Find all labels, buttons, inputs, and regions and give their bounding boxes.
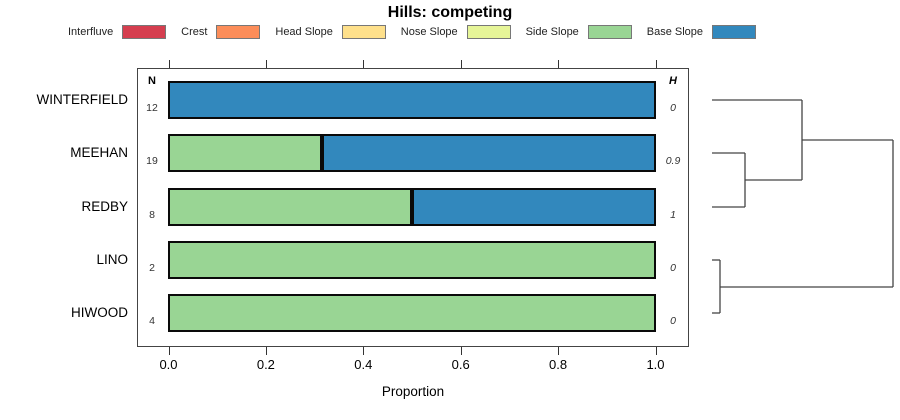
h-value: 1 [670, 208, 676, 221]
legend-swatch [466, 25, 511, 39]
legend-swatch [587, 25, 632, 39]
legend-swatch [341, 25, 386, 39]
x-axis-top-tick [265, 60, 267, 68]
x-tick-label: 0.6 [451, 357, 470, 372]
x-axis-bottom-tick [655, 347, 657, 355]
bar-row [168, 134, 656, 173]
chart-title: Hills: competing [387, 4, 513, 21]
x-tick-label: 0.0 [159, 357, 178, 372]
legend-item: Interfluve [68, 25, 167, 39]
h-value: 0 [670, 262, 676, 275]
y-axis-category-label: HIWOOD [71, 305, 128, 321]
legend-swatch [122, 25, 167, 39]
bar-row [168, 187, 656, 226]
y-axis-category-label: REDBY [81, 198, 128, 214]
x-axis-bottom-tick [558, 347, 560, 355]
h-value: 0 [670, 102, 676, 114]
x-axis-title: Proportion [381, 384, 445, 399]
legend-item: Nose Slope [401, 25, 511, 39]
x-axis-bottom-tick [265, 347, 267, 355]
h-value: 0.9 [665, 155, 681, 168]
legend-label: Base Slope [646, 26, 703, 38]
legend-item: Base Slope [647, 25, 756, 39]
bar-segment-base-slope [322, 134, 656, 173]
legend-swatch [712, 25, 756, 39]
n-value: 12 [146, 102, 158, 114]
x-axis-top-tick [460, 60, 462, 68]
legend-item: Crest [181, 25, 261, 39]
x-tick-label: 0.2 [256, 357, 275, 372]
plot-box [137, 68, 689, 347]
legend-label: Crest [181, 26, 208, 38]
bar-row [168, 81, 656, 119]
n-column-header: N [148, 75, 156, 87]
x-tick-label: 1.0 [646, 357, 665, 372]
x-axis-top-tick [558, 60, 560, 68]
bar-segment-side-slope [168, 294, 656, 333]
x-axis-bottom-tick [168, 347, 170, 355]
h-value: 0 [670, 315, 676, 328]
legend-item: Head Slope [275, 25, 386, 39]
n-value: 2 [149, 262, 155, 275]
legend-label: Side Slope [525, 26, 579, 38]
bar-row [168, 294, 656, 333]
x-axis-bottom-tick [363, 347, 365, 355]
n-value: 19 [146, 155, 158, 168]
legend-item: Side Slope [526, 25, 632, 39]
n-value: 4 [149, 315, 155, 328]
bar-segment-base-slope [168, 81, 656, 119]
bar-segment-base-slope [412, 187, 656, 226]
x-axis-bottom-tick [460, 347, 462, 355]
bar-segment-side-slope [168, 134, 323, 173]
legend-label: Nose Slope [400, 26, 458, 38]
bar-segment-side-slope [168, 187, 412, 226]
legend-swatch [216, 25, 261, 39]
legend: Interfluve Crest Head Slope Nose Slope Side … [68, 25, 756, 39]
x-tick-label: 0.8 [549, 357, 568, 372]
n-value: 8 [149, 208, 155, 221]
x-tick-label: 0.4 [354, 357, 373, 372]
y-axis-category-label: MEEHAN [70, 145, 128, 161]
h-column-header: H [669, 75, 677, 87]
bar-segment-side-slope [168, 241, 656, 280]
x-axis-top-tick [363, 60, 365, 68]
x-axis-top-tick [168, 60, 170, 68]
legend-label: Head Slope [275, 26, 333, 38]
bar-row [168, 241, 656, 280]
legend-label: Interfluve [68, 26, 114, 38]
y-axis-category-label: WINTERFIELD [36, 92, 128, 107]
y-axis-category-label: LINO [96, 252, 128, 268]
x-axis-top-tick [655, 60, 657, 68]
